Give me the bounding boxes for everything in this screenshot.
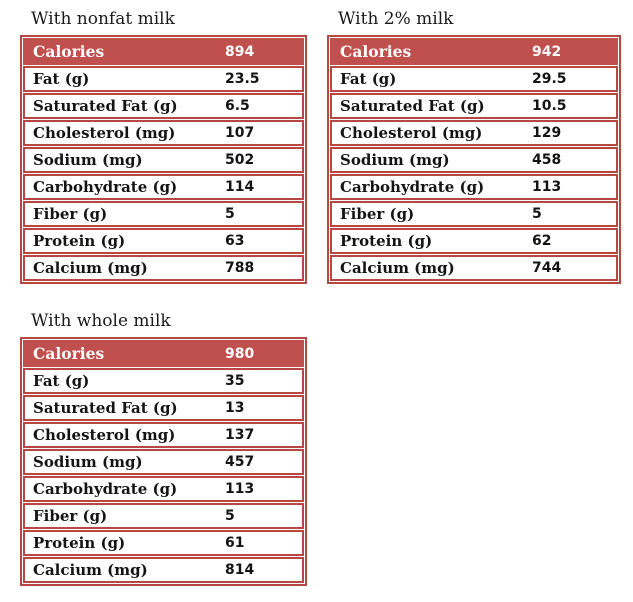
row-metric-value: 502 bbox=[225, 152, 255, 168]
row-metric-label: Fat (g) bbox=[33, 70, 90, 88]
table-row: Fiber (g) 5 bbox=[23, 201, 304, 227]
row-metric-label: Cholesterol (mg) bbox=[33, 124, 176, 142]
header-metric-value: 894 bbox=[225, 43, 255, 60]
table-row: Protein (g) 61 bbox=[23, 530, 304, 556]
nutrition-table-with-2-milk: With 2% milk Calories 942 Fat (g) 29.5 S… bbox=[327, 8, 621, 284]
row-metric-label: Protein (g) bbox=[33, 232, 126, 250]
table-header-row: Calories 894 bbox=[23, 38, 304, 65]
row-metric-label: Fiber (g) bbox=[33, 205, 108, 223]
row-metric-value: 10.5 bbox=[532, 98, 567, 114]
row-metric-value: 35 bbox=[225, 373, 245, 389]
row-metric-value: 6.5 bbox=[225, 98, 250, 114]
row-metric-label: Calcium (mg) bbox=[33, 561, 148, 579]
row-metric-value: 457 bbox=[225, 454, 255, 470]
table-row: Fat (g) 23.5 bbox=[23, 66, 304, 92]
row-metric-value: 63 bbox=[225, 233, 245, 249]
row-metric-value: 107 bbox=[225, 125, 255, 141]
header-metric-value: 980 bbox=[225, 345, 255, 362]
row-metric-label: Calcium (mg) bbox=[33, 259, 148, 277]
row-metric-label: Carbohydrate (g) bbox=[33, 480, 178, 498]
table-row: Sodium (mg) 458 bbox=[330, 147, 618, 173]
row-metric-value: 61 bbox=[225, 535, 245, 551]
row-metric-label: Cholesterol (mg) bbox=[33, 426, 176, 444]
row-metric-label: Fat (g) bbox=[33, 372, 90, 390]
table-row: Cholesterol (mg) 107 bbox=[23, 120, 304, 146]
row-metric-label: Fiber (g) bbox=[33, 507, 108, 525]
row-metric-value: 5 bbox=[225, 508, 235, 524]
nutrition-table-with-nonfat-milk: With nonfat milk Calories 894 Fat (g) 23… bbox=[20, 8, 307, 284]
row-metric-label: Protein (g) bbox=[340, 232, 433, 250]
row-metric-value: 13 bbox=[225, 400, 245, 416]
header-metric-label: Calories bbox=[33, 344, 105, 363]
row-metric-value: 458 bbox=[532, 152, 562, 168]
table-row: Cholesterol (mg) 137 bbox=[23, 422, 304, 448]
table-header-row: Calories 980 bbox=[23, 340, 304, 367]
row-metric-value: 113 bbox=[225, 481, 255, 497]
row-metric-label: Saturated Fat (g) bbox=[33, 97, 178, 115]
row-metric-value: 814 bbox=[225, 562, 255, 578]
table-row: Calcium (mg) 788 bbox=[23, 255, 304, 281]
table-title: With whole milk bbox=[31, 311, 171, 331]
row-metric-value: 113 bbox=[532, 179, 562, 195]
table-row: Sodium (mg) 457 bbox=[23, 449, 304, 475]
table-row: Fat (g) 29.5 bbox=[330, 66, 618, 92]
row-metric-value: 137 bbox=[225, 427, 255, 443]
table-row: Protein (g) 62 bbox=[330, 228, 618, 254]
header-metric-label: Calories bbox=[340, 42, 412, 61]
row-metric-value: 5 bbox=[532, 206, 542, 222]
row-metric-value: 744 bbox=[532, 260, 562, 276]
row-metric-label: Sodium (mg) bbox=[340, 151, 450, 169]
table-row: Protein (g) 63 bbox=[23, 228, 304, 254]
row-metric-label: Carbohydrate (g) bbox=[33, 178, 178, 196]
row-metric-label: Sodium (mg) bbox=[33, 151, 143, 169]
table-row: Fiber (g) 5 bbox=[23, 503, 304, 529]
row-metric-label: Cholesterol (mg) bbox=[340, 124, 483, 142]
row-metric-label: Fat (g) bbox=[340, 70, 397, 88]
table-box: Calories 942 Fat (g) 29.5 Saturated Fat … bbox=[327, 35, 621, 284]
table-row: Saturated Fat (g) 10.5 bbox=[330, 93, 618, 119]
table-row: Calcium (mg) 814 bbox=[23, 557, 304, 583]
table-title: With 2% milk bbox=[338, 9, 454, 29]
table-row: Calcium (mg) 744 bbox=[330, 255, 618, 281]
table-box: Calories 980 Fat (g) 35 Saturated Fat (g… bbox=[20, 337, 307, 586]
row-metric-label: Saturated Fat (g) bbox=[340, 97, 485, 115]
header-metric-label: Calories bbox=[33, 42, 105, 61]
row-metric-label: Sodium (mg) bbox=[33, 453, 143, 471]
table-row: Saturated Fat (g) 6.5 bbox=[23, 93, 304, 119]
table-row: Carbohydrate (g) 113 bbox=[23, 476, 304, 502]
row-metric-value: 23.5 bbox=[225, 71, 260, 87]
table-title: With nonfat milk bbox=[31, 9, 175, 29]
row-metric-value: 114 bbox=[225, 179, 255, 195]
row-metric-value: 5 bbox=[225, 206, 235, 222]
nutrition-table-with-whole-milk: With whole milk Calories 980 Fat (g) 35 … bbox=[20, 310, 307, 586]
table-row: Carbohydrate (g) 114 bbox=[23, 174, 304, 200]
table-box: Calories 894 Fat (g) 23.5 Saturated Fat … bbox=[20, 35, 307, 284]
row-metric-label: Fiber (g) bbox=[340, 205, 415, 223]
row-metric-label: Carbohydrate (g) bbox=[340, 178, 485, 196]
table-header-row: Calories 942 bbox=[330, 38, 618, 65]
row-metric-label: Protein (g) bbox=[33, 534, 126, 552]
table-row: Cholesterol (mg) 129 bbox=[330, 120, 618, 146]
table-row: Carbohydrate (g) 113 bbox=[330, 174, 618, 200]
row-metric-value: 129 bbox=[532, 125, 562, 141]
table-row: Fiber (g) 5 bbox=[330, 201, 618, 227]
row-metric-value: 62 bbox=[532, 233, 552, 249]
table-row: Sodium (mg) 502 bbox=[23, 147, 304, 173]
row-metric-value: 788 bbox=[225, 260, 255, 276]
table-row: Saturated Fat (g) 13 bbox=[23, 395, 304, 421]
row-metric-label: Saturated Fat (g) bbox=[33, 399, 178, 417]
row-metric-label: Calcium (mg) bbox=[340, 259, 455, 277]
table-row: Fat (g) 35 bbox=[23, 368, 304, 394]
row-metric-value: 29.5 bbox=[532, 71, 567, 87]
header-metric-value: 942 bbox=[532, 43, 562, 60]
